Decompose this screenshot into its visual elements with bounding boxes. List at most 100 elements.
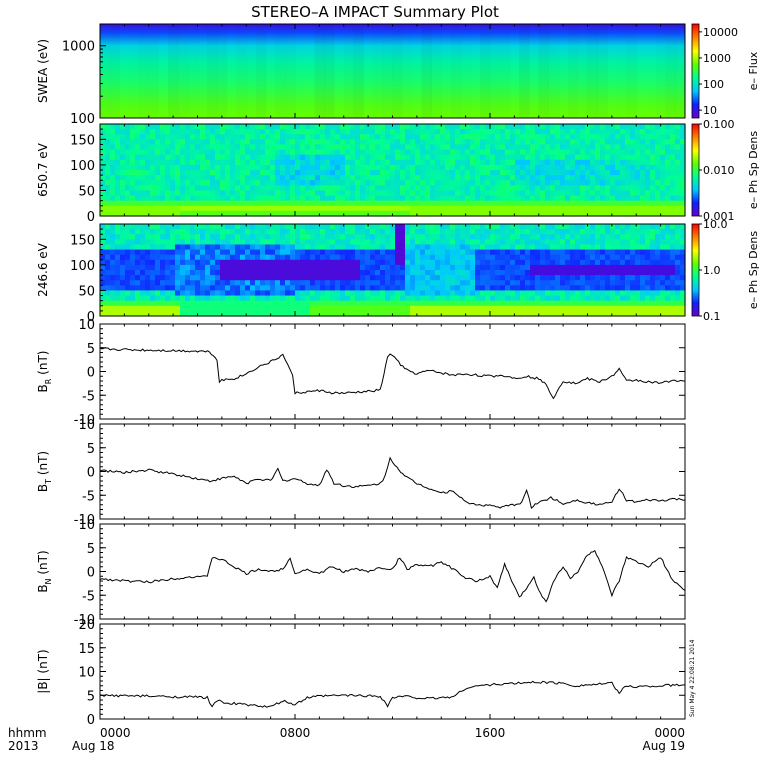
heatmap-cell bbox=[475, 185, 481, 192]
heatmap-cell bbox=[445, 280, 451, 286]
heatmap-cell bbox=[565, 264, 571, 271]
heatmap-cell bbox=[220, 175, 226, 181]
heatmap-cell bbox=[210, 180, 216, 186]
heatmap-cell bbox=[585, 290, 591, 297]
heatmap-cell bbox=[615, 310, 621, 317]
heatmap-cell bbox=[565, 300, 571, 307]
heatmap-cell bbox=[135, 300, 141, 307]
heatmap-cell bbox=[470, 190, 476, 197]
heatmap-cell bbox=[240, 149, 246, 156]
heatmap-cell bbox=[375, 310, 381, 317]
heatmap-cell bbox=[635, 290, 641, 297]
heatmap-cell bbox=[405, 300, 411, 307]
heatmap-cell bbox=[135, 285, 141, 292]
heatmap-cell bbox=[585, 249, 591, 256]
heatmap-cell bbox=[255, 239, 261, 246]
heatmap-cell bbox=[250, 149, 256, 156]
heatmap-cell bbox=[675, 210, 681, 217]
heatmap-cell bbox=[500, 229, 506, 235]
heatmap-cell bbox=[110, 154, 116, 161]
heatmap-cell bbox=[630, 305, 636, 312]
heatmap-cell bbox=[205, 205, 211, 212]
heatmap-cell bbox=[415, 259, 421, 266]
heatmap-cell bbox=[360, 285, 366, 292]
heatmap-cell bbox=[255, 310, 261, 317]
heatmap-cell bbox=[485, 239, 491, 246]
heatmap-cell bbox=[425, 154, 431, 161]
heatmap-cell bbox=[230, 129, 236, 135]
heatmap-cell bbox=[190, 239, 196, 246]
heatmap-cell bbox=[585, 275, 591, 281]
heatmap-cell bbox=[210, 159, 216, 166]
heatmap-cell bbox=[240, 275, 246, 281]
heatmap-cell bbox=[175, 249, 181, 256]
heatmap-cell bbox=[230, 244, 236, 251]
heatmap-cell bbox=[565, 190, 571, 197]
heatmap-cell bbox=[210, 264, 216, 271]
heatmap-cell bbox=[210, 259, 216, 266]
heatmap-cell bbox=[650, 180, 656, 186]
heatmap-cell bbox=[155, 175, 161, 181]
heatmap-cell bbox=[665, 205, 671, 212]
heatmap-cell bbox=[675, 275, 681, 281]
heatmap-cell bbox=[280, 280, 286, 286]
heatmap-cell bbox=[395, 159, 401, 166]
heatmap-cell bbox=[595, 205, 601, 212]
heatmap-cell bbox=[565, 295, 571, 302]
heatmap-cell bbox=[535, 200, 541, 207]
heatmap-cell bbox=[145, 129, 151, 135]
heatmap-cell bbox=[420, 195, 426, 202]
heatmap-cell bbox=[375, 259, 381, 266]
heatmap-cell bbox=[115, 259, 121, 266]
heatmap-cell bbox=[425, 149, 431, 156]
heatmap-cell bbox=[590, 124, 596, 130]
heatmap-cell bbox=[400, 285, 406, 292]
heatmap-cell bbox=[415, 264, 421, 271]
heatmap-cell bbox=[630, 129, 636, 135]
heatmap-cell bbox=[560, 159, 566, 166]
heatmap-cell bbox=[225, 195, 231, 202]
heatmap-cell bbox=[310, 185, 316, 192]
heatmap-cell bbox=[445, 134, 451, 140]
heatmap-cell bbox=[470, 224, 476, 230]
heatmap-cell bbox=[490, 195, 496, 202]
heatmap-cell bbox=[550, 164, 556, 171]
heatmap-cell bbox=[290, 129, 296, 135]
heatmap-cell bbox=[375, 300, 381, 307]
heatmap-cell bbox=[460, 300, 466, 307]
heatmap-cell bbox=[390, 195, 396, 202]
heatmap-cell bbox=[645, 154, 651, 161]
heatmap-cell bbox=[520, 144, 526, 151]
heatmap-cell bbox=[235, 129, 241, 135]
heatmap-cell bbox=[555, 285, 561, 292]
heatmap-cell bbox=[510, 185, 516, 192]
heatmap-cell bbox=[190, 159, 196, 166]
heatmap-cell bbox=[290, 124, 296, 130]
heatmap-cell bbox=[680, 139, 686, 146]
heatmap-cell bbox=[670, 129, 676, 135]
heatmap-cell bbox=[320, 195, 326, 202]
heatmap-cell bbox=[120, 264, 126, 271]
heatmap-cell bbox=[510, 234, 516, 240]
heatmap-cell bbox=[190, 259, 196, 266]
heatmap-cell bbox=[565, 200, 571, 207]
heatmap-cell bbox=[355, 185, 361, 192]
heatmap-cell bbox=[680, 170, 686, 176]
heatmap-cell bbox=[395, 210, 401, 217]
heatmap-cell bbox=[630, 285, 636, 292]
heatmap-cell bbox=[335, 275, 341, 281]
heatmap-cell bbox=[200, 239, 206, 246]
heatmap-cell bbox=[355, 149, 361, 156]
heatmap-cell bbox=[620, 249, 626, 256]
heatmap-cell bbox=[435, 270, 441, 276]
heatmap-cell bbox=[395, 144, 401, 151]
heatmap-cell bbox=[425, 275, 431, 281]
heatmap-cell bbox=[290, 239, 296, 246]
heatmap-cell bbox=[510, 249, 516, 256]
heatmap-cell bbox=[435, 229, 441, 235]
heatmap-cell bbox=[520, 310, 526, 317]
heatmap-cell bbox=[670, 254, 676, 261]
heatmap-cell bbox=[190, 270, 196, 276]
heatmap-cell bbox=[455, 129, 461, 135]
heatmap-cell bbox=[335, 200, 341, 207]
